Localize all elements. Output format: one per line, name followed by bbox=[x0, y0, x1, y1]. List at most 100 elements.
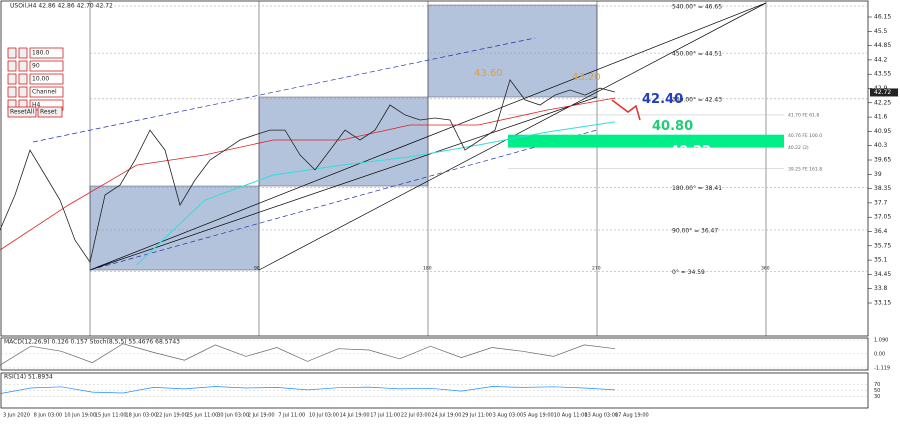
y-tick-label: 35.1 bbox=[874, 257, 888, 264]
input-value: 10.00 bbox=[32, 76, 49, 83]
y-tick-label: 44.2 bbox=[874, 56, 888, 63]
y-tick-label: 34.45 bbox=[874, 271, 891, 278]
x-tick-label: 13 Aug 03:00 bbox=[584, 413, 618, 419]
gann-box bbox=[427, 4, 598, 98]
price-annotation: 40.80 bbox=[652, 119, 693, 134]
level-label: 540.00° = 46.65 bbox=[672, 4, 722, 11]
indicator-line bbox=[0, 343, 616, 366]
indicator-line bbox=[0, 386, 616, 394]
current-price-box bbox=[870, 88, 898, 97]
input-field[interactable] bbox=[29, 60, 64, 72]
input-value: H4 bbox=[32, 102, 41, 109]
y-tick-label: 41.6 bbox=[874, 114, 888, 121]
y-tick-label: 35.75 bbox=[874, 242, 891, 249]
input-field[interactable] bbox=[29, 73, 64, 85]
time-mark: 270 bbox=[592, 266, 601, 272]
y-tick-label: 40.3 bbox=[874, 142, 888, 149]
check-box[interactable] bbox=[7, 73, 17, 85]
macd-label: MACD(12,26,9) 0.126 0.157 Stoch(8,5,5) 5… bbox=[4, 339, 180, 346]
x-tick-label: 2 Jul 19:00 bbox=[248, 413, 275, 419]
y-tick-label: 33.8 bbox=[874, 285, 888, 292]
forecast-arrow bbox=[611, 99, 641, 121]
y-tick-label: 46.15 bbox=[874, 14, 891, 21]
time-mark: 360 bbox=[761, 266, 770, 272]
x-tick-label: 15 Jun 11:00 bbox=[95, 413, 127, 419]
symbol-label: USOil,H4 42.86 42.86 42.70 42.72 bbox=[10, 3, 113, 10]
x-tick-label: 10 Jul 03:00 bbox=[309, 413, 339, 419]
y-tick-label: 37.05 bbox=[874, 214, 891, 221]
y-tick-label: 37.7 bbox=[874, 199, 888, 206]
sub-tick-label: 30 bbox=[874, 394, 880, 400]
gann-box bbox=[258, 96, 429, 187]
y-tick-label: 44.85 bbox=[874, 42, 891, 49]
price-annotation: 43.20 bbox=[572, 72, 601, 83]
level-label: 0° = 34.59 bbox=[672, 269, 705, 276]
x-tick-label: 8 Jun 03:00 bbox=[34, 413, 63, 419]
price-annotation: 43.60 bbox=[474, 68, 503, 79]
sub-tick-label: 70 bbox=[874, 382, 880, 388]
price-annotation: 42.40 bbox=[642, 92, 683, 107]
x-tick-label: 3 Aug 03:00 bbox=[493, 413, 524, 419]
x-tick-label: 17 Aug 19:00 bbox=[615, 413, 649, 419]
x-tick-label: 17 Jul 11:00 bbox=[370, 413, 400, 419]
x-tick-label: 22 Jun 19:00 bbox=[156, 413, 188, 419]
sub-tick-label: 0.00 bbox=[874, 351, 885, 357]
button[interactable] bbox=[7, 106, 37, 118]
x-tick-label: 22 Jul 03:00 bbox=[401, 413, 431, 419]
button-label: ResetAll bbox=[10, 109, 35, 116]
toggle-box[interactable] bbox=[18, 86, 28, 98]
input-value: Channel bbox=[32, 89, 57, 96]
x-tick-label: 29 Jul 11:00 bbox=[462, 413, 492, 419]
x-tick-label: 10 Aug 11:00 bbox=[554, 413, 588, 419]
level-label: 360.00° = 42.43 bbox=[672, 96, 722, 103]
input-field[interactable] bbox=[29, 86, 64, 98]
current-price-label: 42.72 bbox=[874, 89, 891, 96]
target-zone bbox=[508, 134, 784, 148]
channel-line bbox=[89, 2, 767, 271]
check-box[interactable] bbox=[7, 60, 17, 72]
sub-tick-label: -1.119 bbox=[874, 366, 890, 372]
y-tick-label: 38.35 bbox=[874, 185, 891, 192]
y-tick-label: 33.15 bbox=[874, 300, 891, 307]
button[interactable] bbox=[37, 106, 63, 118]
channel-line bbox=[89, 96, 598, 271]
level-label: 450.00° = 44.51 bbox=[672, 51, 722, 58]
y-tick-label: 36.4 bbox=[874, 228, 888, 235]
toggle-box[interactable] bbox=[18, 60, 28, 72]
check-box[interactable] bbox=[7, 47, 17, 59]
slow-ma bbox=[136, 121, 616, 266]
fib-label: 40.76 FE 100.0 bbox=[788, 133, 822, 139]
x-tick-label: 25 Jun 11:00 bbox=[187, 413, 219, 419]
x-tick-label: 14 Jul 19:00 bbox=[340, 413, 370, 419]
y-tick-label: 43.55 bbox=[874, 71, 891, 78]
y-tick-label: 42.25 bbox=[874, 99, 891, 106]
input-field[interactable] bbox=[29, 47, 64, 59]
y-tick-label: 39.65 bbox=[874, 157, 891, 164]
x-tick-label: 18 Jun 03:00 bbox=[125, 413, 157, 419]
fib-label: 40.22 (2) bbox=[788, 145, 809, 151]
price-line bbox=[0, 79, 616, 264]
fib-label: 39.25 FE 161.8 bbox=[788, 166, 822, 172]
check-box[interactable] bbox=[7, 86, 17, 98]
x-tick-label: 24 Jul 19:00 bbox=[431, 413, 461, 419]
toggle-box[interactable] bbox=[18, 47, 28, 59]
x-tick-label: 30 Jun 03:00 bbox=[217, 413, 249, 419]
y-tick-label: 45.5 bbox=[874, 28, 888, 35]
gann-box bbox=[89, 185, 260, 271]
level-label: 180.00° = 38.41 bbox=[672, 185, 722, 192]
fast-ma bbox=[0, 97, 616, 251]
toggle-box[interactable] bbox=[18, 73, 28, 85]
y-tick-label: 39 bbox=[874, 171, 882, 178]
time-mark: 90 bbox=[254, 266, 260, 272]
x-tick-label: 10 Jun 19:00 bbox=[64, 413, 96, 419]
sub-tick-label: 50 bbox=[874, 388, 880, 394]
channel-line bbox=[32, 37, 536, 143]
input-value: 90 bbox=[32, 63, 40, 70]
x-tick-label: 5 Aug 19:00 bbox=[523, 413, 554, 419]
time-mark: 180 bbox=[423, 266, 432, 272]
button-label: Reset bbox=[40, 109, 57, 116]
y-tick-label: 40.95 bbox=[874, 128, 891, 135]
price-panel bbox=[0, 0, 869, 337]
fib-label: 41.70 FE 61.8 bbox=[788, 112, 819, 118]
